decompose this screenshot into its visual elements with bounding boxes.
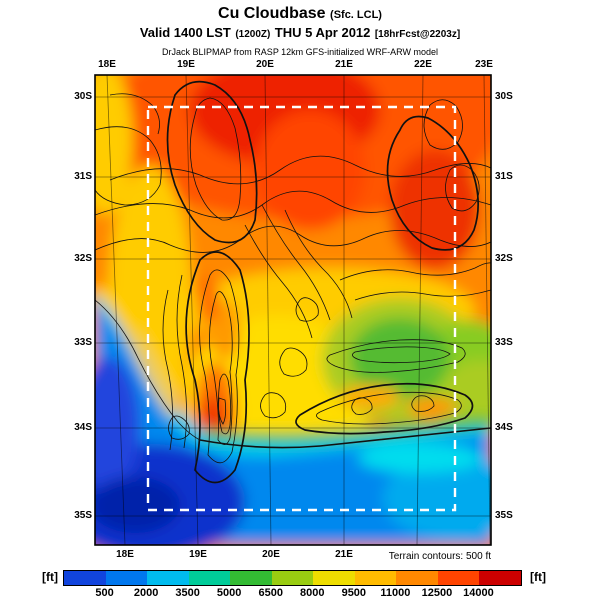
- valid-time-zulu: (1200Z): [235, 29, 271, 40]
- colorbar-segment-3: [188, 571, 231, 585]
- colorbar-unit-left: [ft]: [42, 570, 58, 584]
- colorbar-segment-1: [105, 571, 148, 585]
- map-area: [95, 75, 491, 545]
- terrain-contour-note: Terrain contours: 500 ft: [388, 551, 491, 562]
- title-suffix: (Sfc. LCL): [330, 9, 382, 21]
- model-credit-text: DrJack BLIPMAP from RASP 12km GFS-initia…: [161, 47, 439, 57]
- model-domain-dashed-boundary: [146, 105, 457, 512]
- map-frame: [94, 74, 492, 546]
- colorbar-segment-8: [396, 571, 438, 585]
- colorbar-segment-5: [271, 571, 314, 585]
- colorbar: [63, 570, 522, 586]
- colorbar-segment-0: [64, 571, 106, 585]
- forecast-hour-text: [18hrFcst@2203z]: [374, 29, 461, 40]
- colorbar-segment-6: [313, 571, 355, 585]
- page-title: Cu Cloudbase (Sfc. LCL): [0, 5, 600, 23]
- terrain-contours: [95, 80, 491, 484]
- colorbar-unit-right: [ft]: [530, 570, 546, 584]
- model-credit-line: DrJack BLIPMAP from RASP 12km GFS-initia…: [0, 42, 600, 60]
- colorbar-segment-4: [230, 571, 272, 585]
- colorbar-segment-2: [147, 571, 189, 585]
- colorbar-segment-10: [479, 571, 522, 585]
- colorbar-segment-9: [437, 571, 480, 585]
- valid-date-text: THU 5 Apr 2012: [274, 25, 371, 40]
- title-main: Cu Cloudbase: [218, 5, 326, 22]
- valid-time-line: Valid 1400 LST (1200Z) THU 5 Apr 2012 [1…: [0, 24, 600, 42]
- valid-time-text: Valid 1400 LST: [139, 25, 231, 40]
- colorbar-segment-7: [354, 571, 397, 585]
